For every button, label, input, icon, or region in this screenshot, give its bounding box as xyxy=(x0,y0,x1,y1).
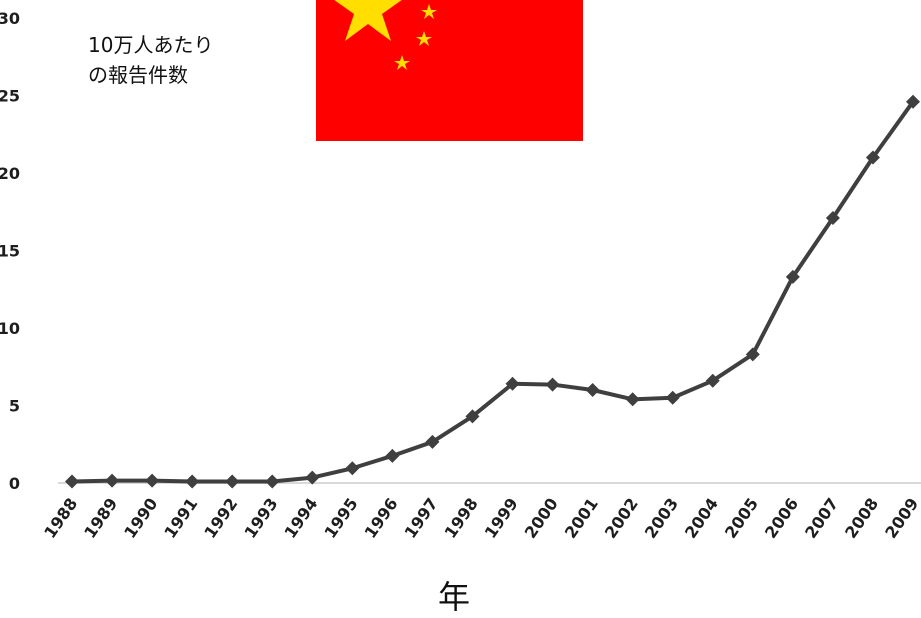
data-point-marker xyxy=(425,434,440,449)
x-tick-label: 1989 xyxy=(80,494,121,541)
data-point-marker xyxy=(65,474,79,489)
y-axis-label-line-1: 10万人あたり xyxy=(88,33,214,57)
x-tick-label: 1998 xyxy=(441,494,482,541)
china-flag-icon xyxy=(316,0,583,141)
data-point-marker xyxy=(465,409,480,424)
x-tick-label: 2008 xyxy=(841,494,882,541)
x-tick-label: 1990 xyxy=(120,494,161,541)
x-tick-label: 2004 xyxy=(681,494,722,541)
data-point-marker xyxy=(105,473,120,488)
x-tick-label: 1996 xyxy=(361,494,402,541)
y-tick-label: 10 xyxy=(0,319,20,338)
x-tick-label: 1993 xyxy=(240,494,281,541)
data-point-marker xyxy=(825,210,840,225)
data-point-marker xyxy=(385,448,400,463)
y-axis-label: 10万人あたり の報告件数 xyxy=(88,30,213,90)
x-tick-label: 1991 xyxy=(160,494,201,541)
x-tick-label: 2006 xyxy=(761,494,802,541)
data-point-marker xyxy=(345,461,360,476)
data-point-marker xyxy=(225,474,240,489)
y-tick-label: 30 xyxy=(0,9,20,28)
y-axis-label-line-2: の報告件数 xyxy=(88,63,188,87)
x-axis-label: 年 xyxy=(438,578,471,616)
data-point-marker xyxy=(545,377,560,392)
y-tick-label: 20 xyxy=(0,164,20,183)
x-tick-label: 2001 xyxy=(561,494,602,541)
x-tick-label: 1995 xyxy=(321,494,362,541)
x-tick-label: 1994 xyxy=(280,494,321,541)
x-axis-ticks: 1988198919901991199219931994199519961997… xyxy=(40,494,921,541)
x-tick-label: 1999 xyxy=(481,494,522,541)
data-point-marker xyxy=(625,392,640,407)
x-tick-label: 1997 xyxy=(401,494,442,541)
data-point-marker xyxy=(585,383,600,397)
x-tick-label: 1992 xyxy=(200,494,241,541)
data-point-marker xyxy=(305,470,320,485)
data-point-marker xyxy=(145,473,160,488)
data-point-marker xyxy=(705,373,720,388)
x-tick-label: 1988 xyxy=(40,494,81,541)
data-point-marker xyxy=(665,390,680,405)
data-point-marker xyxy=(906,94,920,109)
data-point-marker xyxy=(785,269,800,284)
y-tick-label: 5 xyxy=(9,397,20,416)
x-tick-label: 2003 xyxy=(641,494,682,541)
y-tick-label: 25 xyxy=(0,87,20,106)
x-tick-label: 2007 xyxy=(801,494,842,541)
y-axis-ticks: 0 5 10 15 20 25 30 xyxy=(0,9,20,493)
data-point-marker xyxy=(185,474,200,489)
series-line xyxy=(71,100,915,484)
data-point-marker xyxy=(265,474,280,489)
y-tick-label: 0 xyxy=(9,474,20,493)
x-tick-label: 2005 xyxy=(721,494,762,541)
x-tick-label: 2000 xyxy=(521,494,562,541)
y-tick-label: 15 xyxy=(0,242,20,261)
data-point-marker xyxy=(505,376,520,391)
data-point-marker xyxy=(865,150,880,165)
data-point-marker xyxy=(745,347,760,362)
x-tick-label: 2009 xyxy=(881,494,921,541)
data-series xyxy=(65,94,920,489)
x-tick-label: 2002 xyxy=(601,494,642,541)
